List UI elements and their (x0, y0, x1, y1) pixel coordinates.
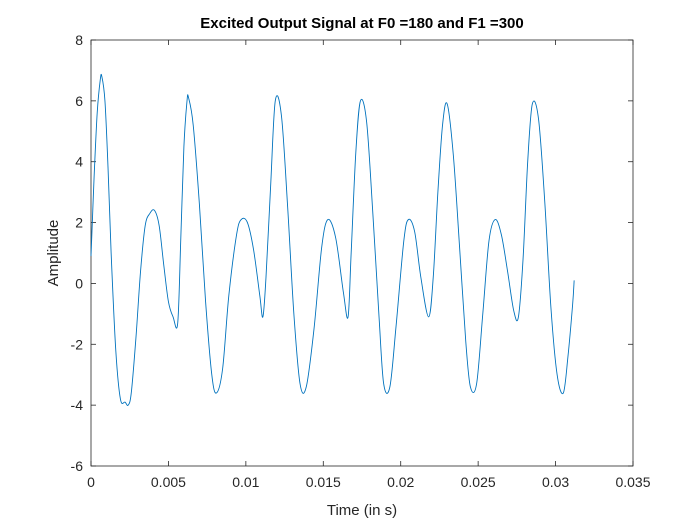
x-tick-label: 0.015 (306, 474, 341, 490)
y-axis-label: Amplitude (45, 220, 62, 287)
y-tick-label: -2 (71, 336, 84, 352)
y-tick-label: -4 (71, 397, 84, 413)
y-tick-label: 4 (75, 154, 83, 170)
x-tick-label: 0.01 (232, 474, 259, 490)
x-axis: 0 0.005 0.01 0.015 0.02 0.025 0.03 0.035 (87, 40, 651, 490)
x-tick-label: 0.005 (151, 474, 186, 490)
y-tick-label: 0 (75, 275, 83, 291)
chart-title: Excited Output Signal at F0 =180 and F1 … (200, 15, 523, 32)
plot-area (90, 39, 634, 467)
y-axis: -6 -4 -2 0 2 4 6 8 (71, 32, 633, 474)
series-line-signal (90, 73, 575, 406)
y-tick-label: 6 (75, 93, 83, 109)
x-tick-label: 0 (87, 474, 95, 490)
x-tick-label: 0.03 (542, 474, 569, 490)
x-tick-label: 0.02 (387, 474, 414, 490)
y-tick-label: -6 (71, 458, 84, 474)
x-tick-label: 0.025 (461, 474, 496, 490)
y-tick-label: 2 (75, 215, 83, 231)
x-axis-label: Time (in s) (327, 502, 397, 519)
y-tick-label: 8 (75, 32, 83, 48)
x-tick-label: 0.035 (615, 474, 650, 490)
